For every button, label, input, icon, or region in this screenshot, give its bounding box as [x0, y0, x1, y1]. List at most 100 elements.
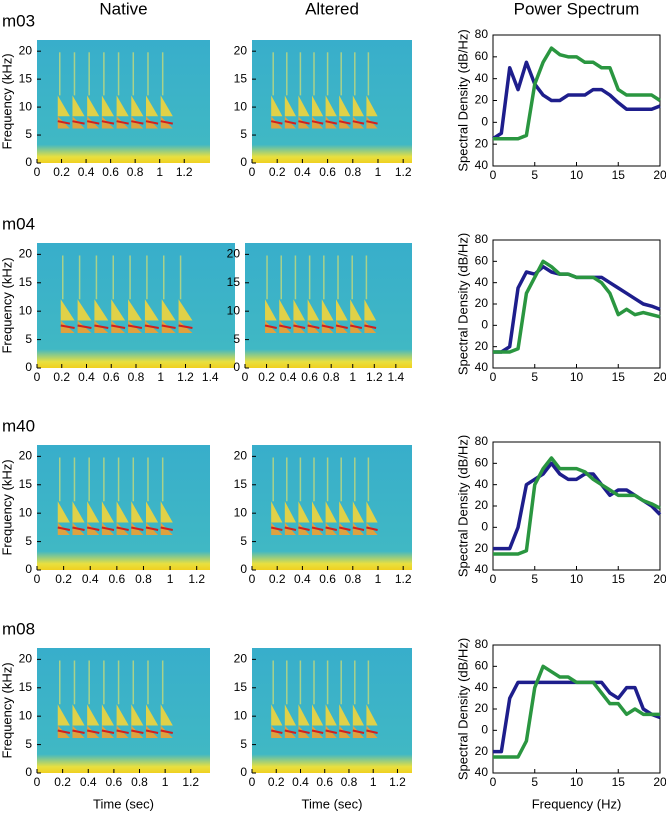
y-tick-label: 15: [234, 71, 248, 85]
harmonic: [311, 120, 324, 125]
panel-label: m04: [2, 214, 35, 233]
syllable: [284, 95, 296, 117]
x-tick-label: 1.2: [188, 572, 205, 586]
y-tick-label: 15: [227, 275, 241, 289]
x-tick-label: 15: [612, 775, 626, 789]
y-tick-label: 80: [475, 434, 489, 448]
y-tick-label: 0: [25, 765, 32, 779]
y-tick-label: 10: [19, 708, 33, 722]
y-axis-label: Spectral Density (dB/Hz): [455, 233, 470, 375]
syllable: [77, 299, 92, 321]
harmonic: [270, 729, 283, 734]
harmonic: [270, 120, 283, 125]
syllable: [325, 522, 337, 535]
x-axis-label: Frequency (Hz): [532, 796, 622, 811]
y-tick-label: 20: [475, 93, 489, 107]
syllable: [298, 704, 310, 726]
syllable: [321, 299, 334, 321]
x-tick-label: 0.4: [82, 572, 99, 586]
harmonic: [131, 120, 144, 125]
syllable: [265, 299, 277, 321]
harmonic: [352, 120, 365, 125]
x-tick-label: 0.6: [316, 775, 333, 789]
harmonic: [101, 120, 115, 125]
harmonic: [86, 120, 100, 125]
harmonic: [366, 120, 378, 125]
x-tick-label: 20: [653, 168, 666, 182]
x-tick-label: 0.2: [53, 165, 70, 179]
x-tick-label: 1: [156, 165, 163, 179]
harmonic: [116, 526, 129, 531]
y-axis-label: Frequency (kHz): [0, 257, 14, 353]
y-tick-label: 15: [19, 275, 33, 289]
syllable: [366, 95, 378, 117]
spectrogram-image: [245, 243, 412, 368]
syllable: [145, 116, 159, 129]
y-tick-label: 0: [240, 155, 247, 169]
x-tick-label: 1: [349, 370, 356, 384]
syllable: [72, 501, 85, 523]
harmonic: [350, 324, 363, 329]
y-tick-label: 0: [25, 360, 32, 374]
syllable: [145, 725, 159, 738]
x-tick-label: 0.6: [109, 572, 126, 586]
x-tick-label: 0.4: [78, 370, 95, 384]
y-tick-label: 5: [25, 127, 32, 141]
y-tick-label: 10: [234, 708, 248, 722]
syllable: [145, 501, 159, 523]
x-tick-label: 0.6: [103, 370, 120, 384]
harmonic: [352, 526, 365, 531]
x-tick-label: 5: [531, 572, 538, 586]
harmonic: [101, 729, 115, 734]
y-tick-label: 0: [481, 723, 488, 737]
harmonic: [72, 729, 85, 734]
x-tick-label: 0: [249, 572, 256, 586]
harmonic: [366, 526, 378, 531]
y-tick-label: 10: [19, 99, 33, 113]
harmonic: [264, 324, 277, 329]
harmonic: [364, 324, 377, 329]
y-tick-label: 5: [240, 534, 247, 548]
x-tick-label: 1.2: [366, 370, 383, 384]
syllable: [352, 704, 364, 726]
y-tick-label: 20: [475, 296, 489, 310]
x-tick-label: 0.4: [294, 572, 311, 586]
spectrogram-image: [37, 445, 210, 570]
y-tick-label: 40: [475, 765, 489, 779]
harmonic: [60, 324, 75, 329]
y-tick-label: 15: [19, 71, 33, 85]
syllable: [131, 95, 144, 117]
x-tick-label: 0.2: [269, 572, 286, 586]
syllable: [352, 501, 364, 523]
syllable: [57, 704, 70, 726]
harmonic: [338, 729, 351, 734]
syllable: [312, 95, 324, 117]
y-tick-label: 5: [233, 332, 240, 346]
x-tick-label: 0.6: [102, 165, 119, 179]
y-tick-label: 40: [475, 477, 489, 491]
x-tick-label: 0: [490, 370, 497, 384]
x-tick-label: 1.2: [177, 370, 194, 384]
x-tick-label: 0.6: [106, 775, 123, 789]
syllable: [352, 95, 364, 117]
y-axis-label: Spectral Density (dB/Hz): [455, 29, 470, 171]
y-tick-label: 40: [475, 680, 489, 694]
x-tick-label: 1.2: [182, 775, 199, 789]
x-tick-label: 20: [653, 775, 666, 789]
syllable: [101, 501, 114, 523]
x-tick-label: 0.8: [128, 370, 145, 384]
x-tick-label: 0.8: [131, 775, 148, 789]
x-tick-label: 5: [531, 370, 538, 384]
x-tick-label: 0.4: [280, 370, 297, 384]
x-tick-label: 0: [490, 775, 497, 789]
syllable: [57, 522, 70, 535]
syllable: [101, 704, 114, 726]
y-tick-label: 15: [234, 477, 248, 491]
harmonic: [161, 324, 176, 329]
syllable: [160, 95, 173, 117]
y-tick-label: 5: [25, 534, 32, 548]
harmonic: [77, 324, 92, 329]
spectrogram-image: [252, 648, 412, 773]
spectrogram-image: [37, 40, 210, 163]
